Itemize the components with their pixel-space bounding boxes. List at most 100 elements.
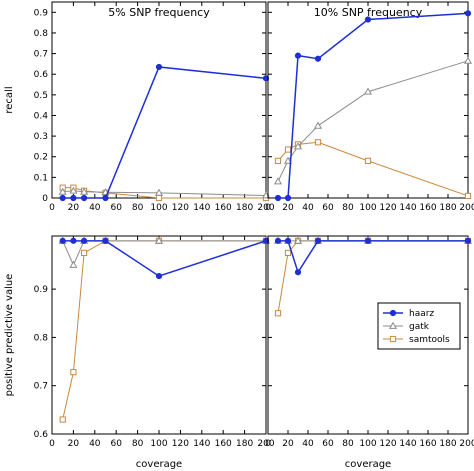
- x-axis-label: coverage: [136, 459, 182, 470]
- y-tick-label: 0.6: [34, 70, 49, 80]
- series-gatk: [58, 236, 271, 268]
- series-line-haarz: [62, 66, 267, 199]
- x-tick-label: 100: [150, 439, 167, 449]
- x-tick-label: 100: [359, 203, 376, 213]
- x-tick-label: 60: [322, 203, 334, 213]
- series-line-gatk: [62, 190, 267, 197]
- panel-title: 10% SNP frequency: [314, 6, 423, 19]
- data-point-haarz: [284, 237, 292, 244]
- data-point-gatk: [273, 177, 283, 185]
- data-point-haarz: [59, 237, 66, 244]
- data-point-haarz: [155, 63, 163, 71]
- series-line-haarz: [278, 12, 469, 199]
- data-point-haarz: [102, 237, 109, 244]
- x-tick-label: 0: [49, 203, 55, 213]
- x-tick-label: 200: [257, 439, 274, 449]
- x-tick-label: 180: [439, 203, 456, 213]
- x-tick-label: 80: [132, 439, 144, 449]
- series-samtools: [59, 237, 270, 423]
- y-tick-label: 0.7: [34, 382, 48, 392]
- x-tick-label: 140: [193, 439, 210, 449]
- data-point-samtools: [284, 249, 292, 257]
- panel-frame: [267, 1, 469, 199]
- data-point-gatk: [363, 87, 373, 95]
- panel-recall-5: 0 20 40 60 80 100 120 140 160 180 20000.10.20.30.4…: [4, 1, 275, 213]
- data-point-gatk: [80, 187, 89, 195]
- y-tick-label: 0: [42, 194, 48, 204]
- legend-marker-samtools: [389, 335, 397, 343]
- data-point-gatk: [463, 56, 473, 64]
- data-point-samtools: [284, 146, 292, 153]
- legend-entry-samtools: samtools: [383, 335, 450, 345]
- data-point-haarz: [81, 194, 88, 202]
- y-tick-label: 0.8: [34, 333, 49, 343]
- legend-marker-haarz: [389, 309, 397, 317]
- x-tick-label: 180: [439, 439, 456, 449]
- data-point-samtools: [155, 194, 163, 202]
- data-point-gatk: [69, 186, 78, 194]
- x-tick-label: 40: [302, 203, 314, 213]
- x-tick-label: 100: [359, 439, 376, 449]
- legend-entry-haarz: haarz: [383, 309, 434, 319]
- x-tick-label: 160: [215, 439, 232, 449]
- data-point-samtools: [314, 139, 322, 146]
- legend-marker-gatk: [388, 321, 398, 329]
- legend-entry-gatk: gatk: [383, 321, 430, 332]
- legend: haarz gatk samtools: [377, 302, 461, 350]
- data-point-haarz: [262, 75, 270, 82]
- x-tick-label: 20: [68, 439, 80, 449]
- y-tick-label: 0.9: [34, 285, 49, 295]
- data-point-gatk: [154, 236, 164, 244]
- y-tick-label: 0.5: [34, 91, 48, 101]
- data-point-haarz: [464, 10, 472, 17]
- legend-label: gatk: [409, 322, 430, 332]
- data-point-samtools: [59, 416, 66, 423]
- data-point-haarz: [59, 194, 66, 202]
- x-tick-label: 120: [379, 439, 396, 449]
- x-tick-label: 60: [110, 439, 122, 449]
- series-line-samtools: [62, 240, 266, 420]
- x-tick-label: 80: [132, 203, 144, 213]
- y-tick-label: 0.2: [34, 153, 48, 163]
- y-tick-label: 0.4: [34, 111, 49, 121]
- data-point-haarz: [274, 194, 282, 202]
- series-haarz: [59, 63, 270, 202]
- data-point-gatk: [69, 260, 78, 268]
- data-point-samtools: [274, 310, 282, 317]
- x-tick-label: 20: [282, 439, 294, 449]
- data-point-haarz: [464, 237, 472, 244]
- data-point-gatk: [58, 187, 67, 195]
- data-point-gatk: [283, 156, 293, 164]
- y-tick-label: 0.1: [34, 173, 48, 183]
- series-samtools: [274, 139, 472, 200]
- y-axis-label: recall: [4, 86, 15, 113]
- data-point-samtools: [274, 157, 282, 164]
- x-tick-label: 80: [342, 203, 354, 213]
- series-gatk: [58, 186, 271, 199]
- series-line-samtools: [277, 141, 469, 197]
- data-point-samtools: [70, 369, 77, 376]
- panel-title: 5% SNP frequency: [108, 6, 210, 19]
- x-tick-label: 20: [282, 203, 294, 213]
- series-line-gatk: [62, 240, 266, 267]
- x-tick-label: 180: [236, 439, 253, 449]
- x-tick-label: 120: [379, 203, 396, 213]
- panel-ppv-5: 0 20 40 60 80 100 120 140 160 180 200 0.6 0.7 0.8 0.9 p…: [4, 235, 275, 470]
- panel-frame: [51, 1, 267, 199]
- series-haarz: [274, 237, 472, 276]
- y-tick-label: 0.8: [34, 29, 49, 39]
- data-point-haarz: [284, 194, 292, 202]
- y-tick-label: 0.7: [34, 50, 48, 60]
- y-tick-label: 0.9: [34, 8, 49, 18]
- x-tick-label: 200: [459, 203, 474, 213]
- x-tick-label: 120: [172, 439, 189, 449]
- data-point-gatk: [154, 188, 164, 196]
- x-tick-label: 160: [215, 203, 232, 213]
- panel-recall-10: 0 20 40 60 80 100 120 140 160 180 200 10% SNP frequ…: [265, 1, 474, 213]
- data-point-haarz: [70, 194, 77, 202]
- x-tick-label: 140: [399, 203, 416, 213]
- data-point-gatk: [293, 142, 303, 150]
- x-tick-label: 40: [302, 439, 314, 449]
- x-tick-label: 160: [419, 439, 436, 449]
